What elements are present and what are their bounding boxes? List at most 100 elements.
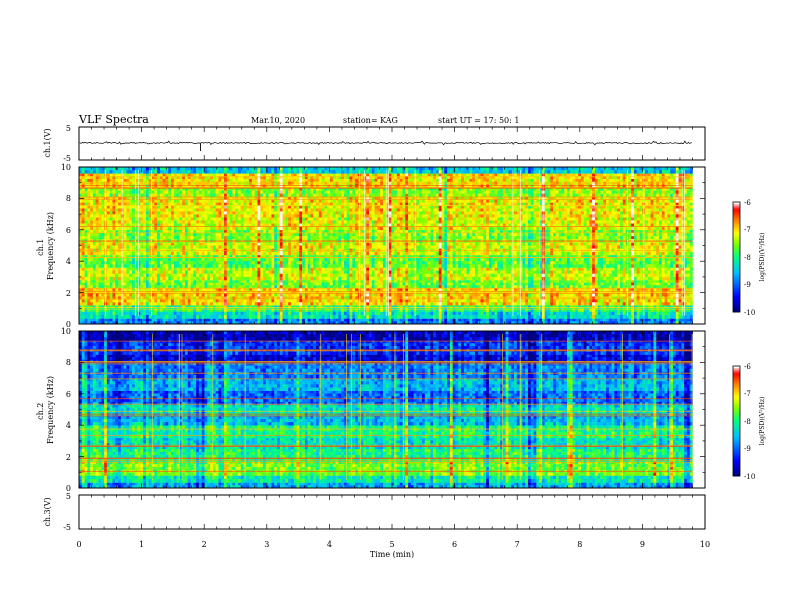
spectrogram-cell xyxy=(257,285,261,289)
spectrogram-cell xyxy=(271,285,275,289)
spectrogram-cell xyxy=(171,305,175,309)
spectrogram-cell xyxy=(606,270,610,275)
spectrogram-cell xyxy=(539,258,543,262)
spectrogram-cell xyxy=(193,264,197,268)
spectrogram-cell xyxy=(508,280,512,283)
spectrogram-cell xyxy=(179,280,183,283)
spectrogram-cell xyxy=(645,287,649,292)
spectrogram-cell xyxy=(352,308,356,312)
spectrogram-cell xyxy=(321,282,325,286)
spectrogram-cell xyxy=(81,321,85,325)
spectrogram-cell xyxy=(316,282,320,286)
spectrogram-cell xyxy=(617,267,621,271)
spectrogram-cell xyxy=(201,254,205,259)
spectrogram-cell xyxy=(360,261,364,265)
spectrogram-cell xyxy=(377,293,381,297)
spectrogram-cell xyxy=(190,285,194,289)
spectrogram-cell xyxy=(578,254,582,259)
spectrogram-cell xyxy=(483,254,487,259)
spectrogram-cell xyxy=(237,254,242,259)
spectrogram-cell xyxy=(304,321,308,325)
spectrogram-cell xyxy=(567,270,571,275)
spectrogram-cell xyxy=(210,299,214,303)
spectrogram-cell xyxy=(606,267,610,271)
spectrogram-cell xyxy=(274,276,278,281)
spectrogram-cell xyxy=(282,258,286,262)
spectrogram-cell xyxy=(207,299,211,303)
spectrogram-cell xyxy=(140,311,144,316)
spectrogram-cell xyxy=(544,276,548,281)
spectrogram-cell xyxy=(472,280,476,283)
spectrogram-cell xyxy=(201,311,205,316)
spectrogram-cell xyxy=(106,276,110,281)
spectrogram-cell xyxy=(249,276,253,281)
spectrogram-cell xyxy=(118,299,122,303)
spectrogram-cell xyxy=(608,305,612,309)
spectrogram-cell xyxy=(527,302,532,306)
spectrogram-cell xyxy=(201,318,205,322)
spectrogram-cell xyxy=(352,258,356,262)
spectrogram-cell xyxy=(675,302,679,306)
spectrogram-cell xyxy=(207,321,211,325)
spectrogram-cell xyxy=(112,264,116,268)
spectrogram-cell xyxy=(483,314,487,319)
spectrogram-cell xyxy=(212,267,216,271)
spectrogram-cell xyxy=(293,273,297,278)
spectrogram-cell xyxy=(603,285,607,289)
spectrogram-cell xyxy=(391,311,395,316)
spectrogram-cell xyxy=(645,293,649,297)
spectrogram-cell xyxy=(126,302,130,306)
spectrogram-cell xyxy=(614,318,618,322)
spectrogram-cell xyxy=(516,299,520,303)
spectrogram-cell xyxy=(246,285,250,289)
spectrogram-cell xyxy=(569,305,573,309)
spectrogram-cell xyxy=(502,305,506,309)
spectrogram-cell xyxy=(171,258,175,262)
spectrogram-cell xyxy=(151,302,155,306)
spectrogram-cell xyxy=(84,280,88,283)
spectrogram-cell xyxy=(90,282,94,286)
spectrogram-cell xyxy=(539,285,543,289)
spectrogram-cell xyxy=(162,261,166,265)
spectrogram-cell xyxy=(385,282,389,286)
spectrogram-cell xyxy=(497,287,501,292)
spectrogram-cell xyxy=(405,293,409,297)
spectrogram-cell xyxy=(293,267,297,271)
spectrogram-cell xyxy=(567,282,571,286)
spectrogram-cell xyxy=(159,267,163,271)
spectrogram-cell xyxy=(419,280,423,283)
spectrogram-cell xyxy=(240,267,244,271)
spectrogram-cell xyxy=(508,261,512,265)
spectrogram-cell xyxy=(547,287,551,292)
spectrogram-cell xyxy=(92,321,97,325)
spectrogram-cell xyxy=(578,293,582,297)
spectrogram-cell xyxy=(522,308,526,312)
spectrogram-cell xyxy=(656,267,660,271)
spectrogram-cell xyxy=(578,302,582,306)
spectrogram-cell xyxy=(631,305,635,309)
spectrogram-cell xyxy=(600,321,604,325)
spectrogram-cell xyxy=(296,258,300,262)
spectrogram-cell xyxy=(182,254,186,259)
spectrogram-cell xyxy=(380,314,384,319)
spectrogram-cell xyxy=(187,311,191,316)
spectrogram-cell xyxy=(458,318,462,322)
spectrogram-cell xyxy=(388,305,392,309)
spectrogram-cell xyxy=(304,302,308,306)
spectrogram-cell xyxy=(327,280,331,283)
spectrogram-cell xyxy=(371,254,375,259)
spectrogram-cell xyxy=(176,261,180,265)
spectrogram-cell xyxy=(405,299,409,303)
spectrogram-cell xyxy=(536,280,540,283)
spectrogram-cell xyxy=(154,282,158,286)
spectrogram-cell xyxy=(416,308,420,312)
spectrogram-cell xyxy=(382,258,387,262)
spectrogram-cell xyxy=(187,270,191,275)
spectrogram-cell xyxy=(449,254,453,259)
spectrogram-cell xyxy=(235,285,239,289)
spectrogram-cell xyxy=(583,285,587,289)
spectrogram-cell xyxy=(249,318,253,322)
spectrogram-cell xyxy=(165,293,169,297)
spectrogram-cell xyxy=(329,287,334,292)
spectrogram-cell xyxy=(369,258,373,262)
